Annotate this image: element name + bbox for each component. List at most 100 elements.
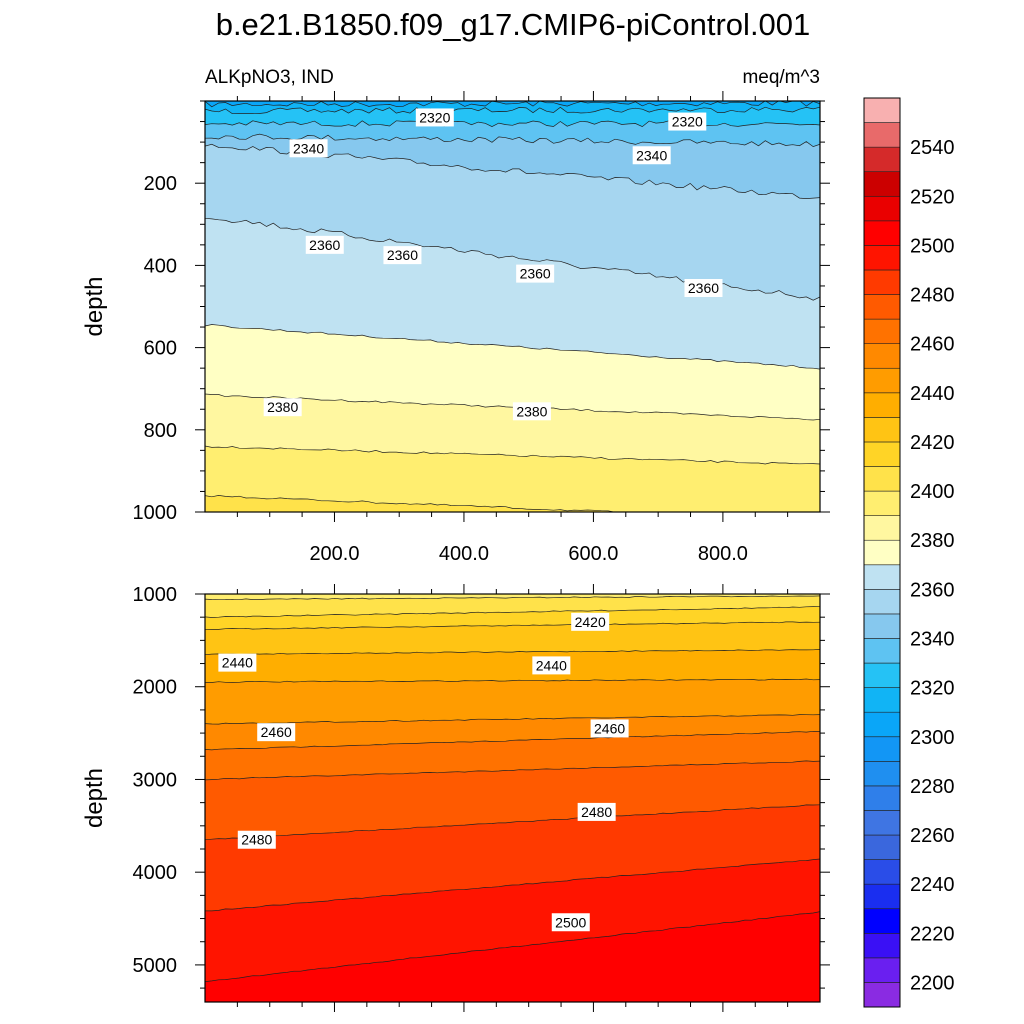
colorbar-tick-label: 2260 [910, 825, 955, 847]
colorbar-box [863, 417, 901, 443]
contour-line [205, 120, 820, 128]
colorbar-box [863, 146, 901, 173]
y-tick-label: 3000 [133, 769, 178, 791]
contour-label: 2320 [668, 112, 707, 131]
colorbar-tick-label: 2340 [910, 628, 955, 650]
colorbar-box [863, 687, 901, 713]
contour-label-text: 2380 [516, 403, 547, 419]
colorbar-box [863, 367, 901, 394]
contour-line [205, 495, 643, 512]
colorbar-box [863, 97, 901, 123]
contour-label: 2360 [383, 246, 422, 265]
colorbar-tick-label: 2440 [910, 383, 955, 405]
y-tick-label: 800 [144, 420, 177, 442]
contour-line [205, 730, 820, 751]
contour-label: 2380 [512, 402, 551, 421]
colorbar-box [863, 122, 901, 148]
colorbar-box [863, 490, 901, 516]
contour-label-text: 2420 [575, 614, 606, 630]
colorbar-box [863, 613, 901, 639]
contour-line [205, 621, 820, 630]
colorbar-tick-label: 2200 [910, 972, 955, 994]
contour-line [205, 106, 820, 115]
colorbar-tick-label: 2520 [910, 186, 955, 208]
lower-panel: 2420 2440 2440 2460 2460 2480 2480 2500 1000 2000… [81, 584, 830, 1012]
y-tick-label: 600 [144, 338, 177, 360]
contour-band [205, 446, 820, 512]
contour-label: 2500 [551, 913, 590, 932]
colorbar-box [863, 638, 901, 664]
y-axis-label: depth [81, 276, 108, 336]
contour-line [205, 445, 820, 465]
contour-label-text: 2460 [594, 720, 625, 736]
contour-label-text: 2480 [241, 832, 272, 848]
colorbar-box [863, 834, 901, 860]
colorbar: 2200 2220 2240 2260 2280 2300 2320 2340 2360 2380… [863, 97, 955, 1008]
contour-label-text: 2360 [688, 280, 719, 296]
contour-line [205, 133, 820, 147]
colorbar-box [863, 245, 901, 271]
colorbar-box [863, 883, 901, 910]
contour-label-text: 2340 [636, 147, 667, 163]
colorbar-box [863, 711, 901, 738]
colorbar-box [863, 736, 901, 762]
colorbar-box [863, 908, 901, 934]
contour-label: 2360 [684, 279, 723, 298]
colorbar-box [863, 294, 901, 320]
colorbar-box [863, 171, 901, 197]
contour-label: 2340 [632, 146, 671, 165]
colorbar-tick-label: 2480 [910, 285, 955, 307]
colorbar-box [863, 220, 901, 246]
colorbar-box [863, 810, 901, 836]
contour-label-text: 2380 [267, 399, 298, 415]
colorbar-box [863, 957, 901, 983]
colorbar-box [863, 343, 901, 369]
contour-label: 2360 [305, 235, 344, 254]
contour-line [205, 760, 820, 781]
colorbar-tick-label: 2320 [910, 678, 955, 700]
colorbar-box [863, 441, 901, 467]
chart-title: b.e21.B1850.f09_g17.CMIP6-piControl.001 [216, 7, 811, 42]
contour-label-text: 2320 [419, 109, 450, 125]
contour-label: 2460 [590, 719, 629, 738]
contour-label-text: 2320 [672, 114, 703, 130]
colorbar-box [863, 466, 901, 492]
contour-line [205, 678, 820, 683]
contour-line [205, 858, 820, 912]
colorbar-box [863, 785, 901, 811]
colorbar-box [863, 662, 901, 688]
colorbar-box [863, 392, 901, 418]
colorbar-box [863, 859, 901, 885]
colorbar-box [863, 761, 901, 787]
y-tick-label: 5000 [133, 955, 178, 977]
colorbar-tick-label: 2220 [910, 923, 955, 945]
colorbar-tick-label: 2400 [910, 481, 955, 503]
x-tick-label: 800.0 [698, 543, 748, 565]
contour-label: 2340 [289, 139, 328, 158]
x-tick-label: 200.0 [309, 543, 359, 565]
contour-label: 2320 [415, 108, 454, 127]
contour-line [205, 606, 820, 618]
colorbar-tick-label: 2540 [910, 137, 955, 159]
colorbar-box [863, 589, 901, 615]
contour-label-text: 2460 [261, 724, 292, 740]
contour-label-text: 2360 [520, 266, 551, 282]
x-tick-label: 400.0 [439, 543, 489, 565]
contour-label: 2440 [218, 653, 257, 672]
colorbar-tick-label: 2360 [910, 579, 955, 601]
colorbar-box [863, 932, 901, 959]
contour-label: 2480 [237, 830, 276, 849]
contour-line [205, 101, 820, 108]
y-tick-label: 1000 [133, 502, 178, 524]
contour-line [205, 595, 820, 601]
contour-label: 2380 [263, 398, 302, 417]
contour-line [205, 804, 820, 841]
colorbar-tick-label: 2380 [910, 530, 955, 552]
contour-label-text: 2360 [309, 237, 340, 253]
colorbar-tick-label: 2500 [910, 235, 955, 257]
y-axis-label: depth [81, 768, 108, 828]
contour-label-text: 2360 [387, 247, 418, 263]
contour-band [205, 911, 820, 1002]
contour-label-text: 2440 [536, 657, 567, 673]
